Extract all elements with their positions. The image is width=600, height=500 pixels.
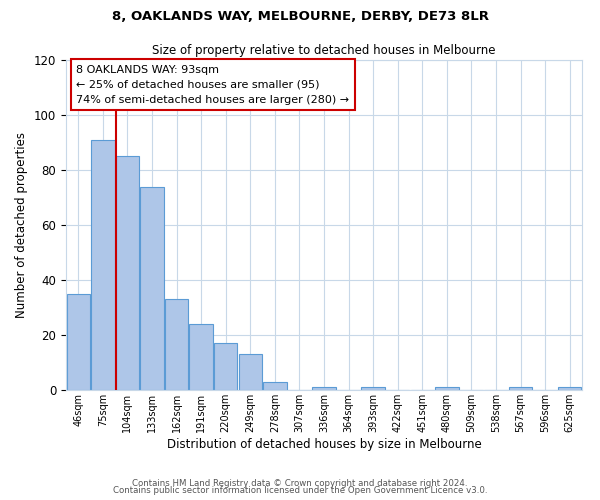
Bar <box>116 156 139 390</box>
Bar <box>91 140 115 390</box>
Bar <box>239 354 262 390</box>
Bar <box>509 387 532 390</box>
Bar <box>140 186 164 390</box>
Bar <box>263 382 287 390</box>
Title: Size of property relative to detached houses in Melbourne: Size of property relative to detached ho… <box>152 44 496 58</box>
Text: 8 OAKLANDS WAY: 93sqm
← 25% of detached houses are smaller (95)
74% of semi-deta: 8 OAKLANDS WAY: 93sqm ← 25% of detached … <box>76 65 349 104</box>
Bar <box>313 387 335 390</box>
Bar <box>361 387 385 390</box>
Bar <box>190 324 213 390</box>
Bar <box>67 294 90 390</box>
Text: Contains public sector information licensed under the Open Government Licence v3: Contains public sector information licen… <box>113 486 487 495</box>
X-axis label: Distribution of detached houses by size in Melbourne: Distribution of detached houses by size … <box>167 438 481 450</box>
Bar <box>165 299 188 390</box>
Y-axis label: Number of detached properties: Number of detached properties <box>16 132 28 318</box>
Text: Contains HM Land Registry data © Crown copyright and database right 2024.: Contains HM Land Registry data © Crown c… <box>132 478 468 488</box>
Bar <box>558 387 581 390</box>
Bar <box>435 387 458 390</box>
Bar <box>214 343 238 390</box>
Text: 8, OAKLANDS WAY, MELBOURNE, DERBY, DE73 8LR: 8, OAKLANDS WAY, MELBOURNE, DERBY, DE73 … <box>112 10 488 23</box>
